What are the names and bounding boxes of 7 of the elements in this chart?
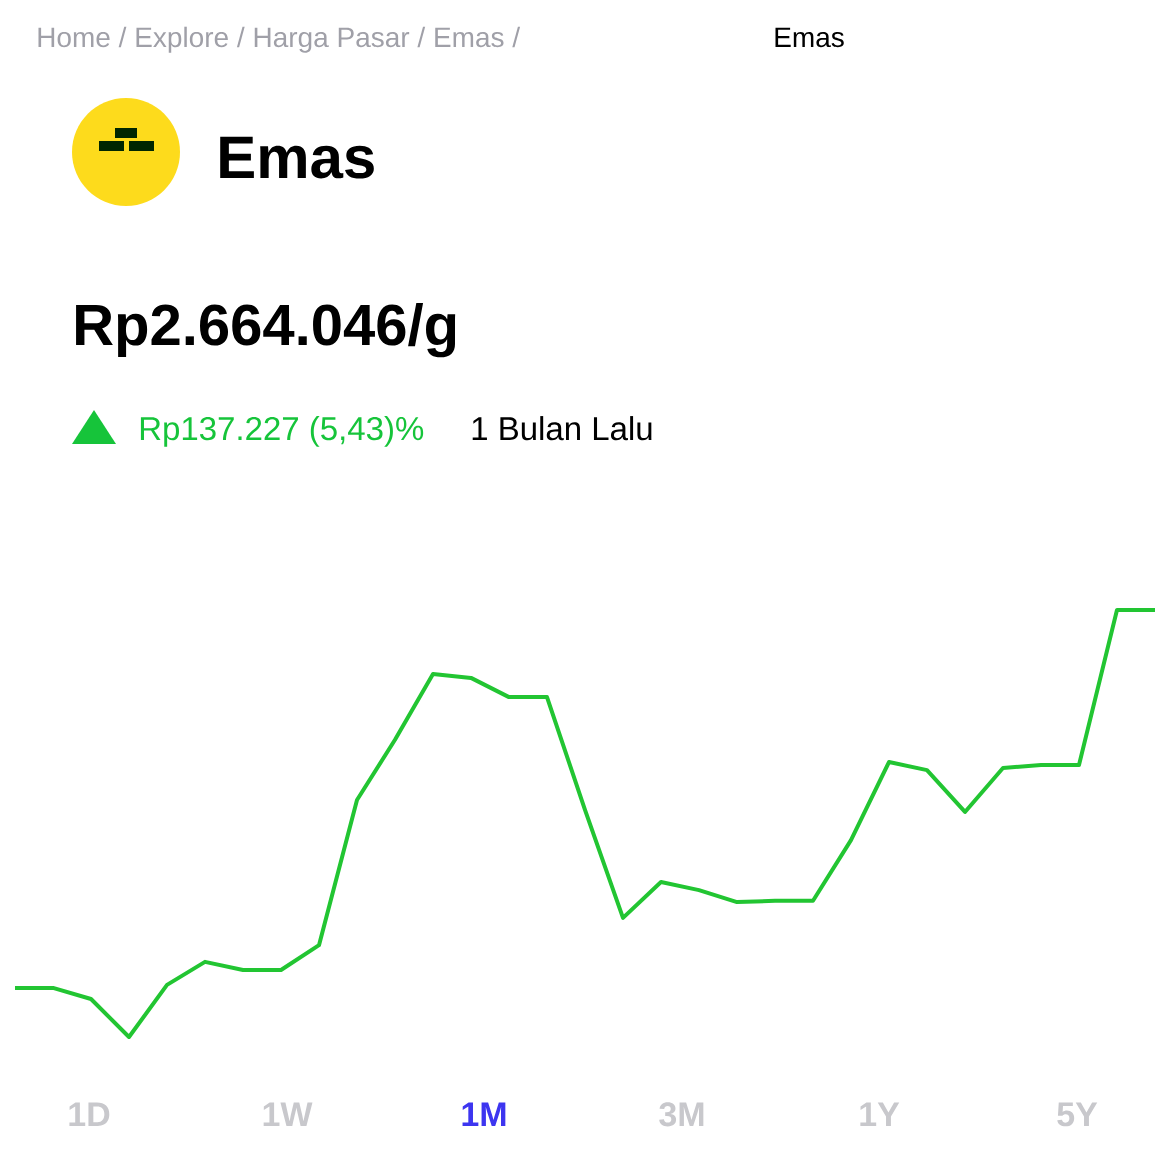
text: 1M	[462, 1102, 506, 1126]
text: 1 Bulan Lalu	[472, 416, 652, 441]
text: Home / Explore / Harga Pasar / Emas /	[38, 26, 521, 53]
text: Rp137.227 (5,43)%	[140, 416, 424, 447]
text: Emas	[775, 27, 844, 48]
chart-title: Emas	[220, 136, 374, 179]
chart-subtitle: Rp2.664.046/g	[76, 302, 456, 358]
